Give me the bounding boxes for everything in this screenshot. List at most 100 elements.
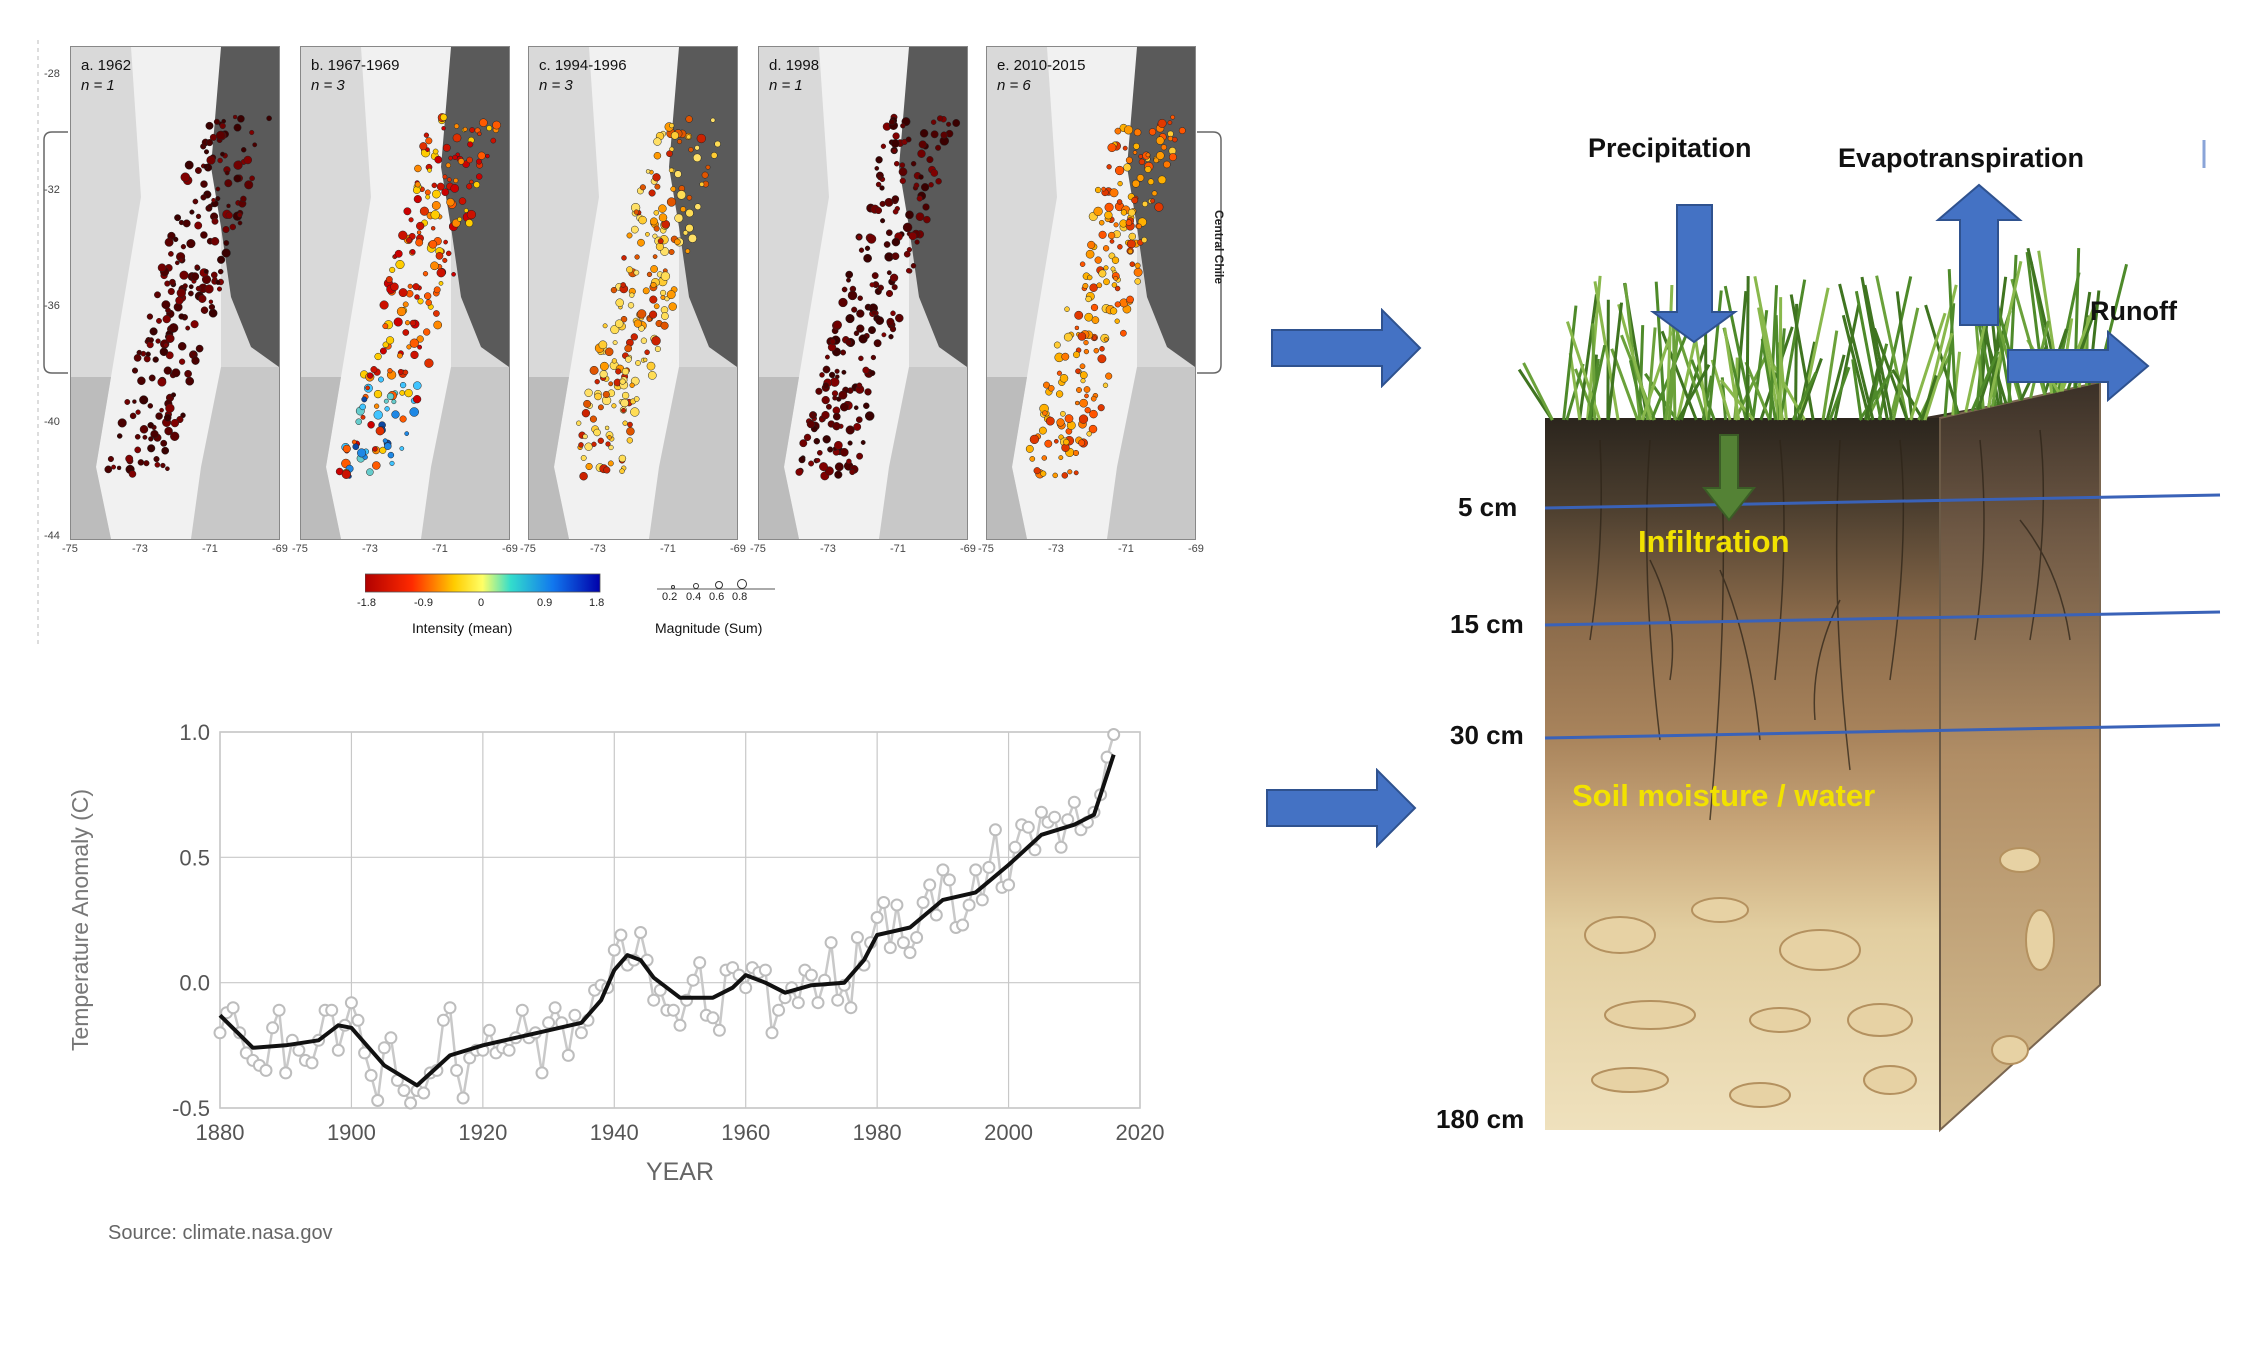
station-dot [619,468,625,474]
station-dot [1085,295,1092,303]
station-dot [926,156,934,164]
station-dot [182,283,188,289]
station-dot [1155,136,1165,145]
station-dot [883,241,891,248]
station-dot [204,284,214,294]
station-dot [233,160,243,170]
station-dot [208,308,218,318]
station-dot [1059,374,1069,383]
station-dot [682,230,689,236]
station-dot [1072,449,1080,457]
station-dot [1061,352,1070,361]
station-dot [864,245,871,251]
annual-point [358,1046,372,1060]
station-dot [378,376,384,383]
annual-point [673,1018,687,1032]
station-dot [918,174,924,180]
station-dot [645,169,651,174]
annual-point [831,993,845,1007]
grass-blade [1593,281,1620,421]
station-dot [819,417,825,423]
station-dot [582,433,588,440]
station-dot [384,406,390,412]
station-dot [410,350,419,360]
station-dot [892,132,900,140]
station-dot [180,244,187,250]
panel-title: c. 1994-1996 [539,57,627,74]
station-dot [856,452,864,460]
station-dot [832,412,841,421]
station-dot [853,422,862,431]
x-tick-label: 1880 [196,1120,245,1145]
station-dot [1025,444,1034,453]
station-dot [583,399,592,408]
station-dot [492,120,501,130]
station-dot [1048,385,1055,392]
station-dot [1136,223,1142,230]
station-dot [637,238,645,247]
depth-label: 30 cm [1450,720,1524,750]
station-dot [795,468,803,476]
station-dot [111,464,117,470]
station-dot [1125,219,1133,226]
station-dot [1041,455,1048,461]
map-panel: a. 1962 n = 1 [70,46,280,540]
station-dot [160,439,168,447]
station-dot [1114,285,1121,292]
station-dot [889,273,899,282]
station-dot [1080,378,1086,384]
precipitation-arrow-icon [1649,204,1739,344]
station-dot [1056,418,1065,427]
station-dot [845,339,853,346]
station-dot [858,355,864,362]
station-dot [670,131,679,140]
depth-label: 15 cm [1450,609,1524,639]
station-dot [413,195,422,204]
station-dot [147,444,156,453]
station-dot [155,412,163,420]
station-dot [1122,145,1128,151]
station-dot [366,468,374,476]
station-dot [154,461,161,468]
station-dot [146,313,154,320]
station-dot [597,404,604,411]
lon-tick: -69 [730,543,746,555]
station-dot [905,210,914,220]
station-dot [1134,262,1141,269]
grass-blade [1791,371,1818,421]
station-dot [666,197,677,207]
station-dot [395,259,405,270]
station-dot [382,341,389,348]
station-dot [610,286,618,294]
station-dot [1045,416,1055,426]
annual-point [758,963,772,977]
lon-tick: -73 [1048,543,1064,555]
lon-tick: -73 [132,543,148,555]
station-dot [351,439,357,445]
annual-point [351,1013,365,1027]
station-dot [1076,387,1082,393]
annual-point [942,873,956,887]
grass-blade [1877,276,1913,421]
grass-blade [1891,368,1925,421]
grass-blade [1891,307,1920,421]
station-dot [1136,174,1145,182]
station-dot [910,263,917,269]
station-dot [1094,256,1102,264]
station-dot [194,221,203,230]
station-dot [203,163,209,170]
station-dot [382,323,389,330]
station-dot [1085,249,1095,259]
region-bracket-left [43,131,68,374]
station-dot [1061,472,1069,479]
station-dot [885,289,894,298]
station-dot [680,206,687,213]
station-dot [838,390,848,400]
station-dot [922,203,930,211]
station-dot [873,339,882,348]
station-dot [217,157,223,164]
grass-blade [1723,285,1755,421]
station-dot [855,416,863,424]
station-dot [200,194,207,201]
station-dot [1160,144,1167,151]
